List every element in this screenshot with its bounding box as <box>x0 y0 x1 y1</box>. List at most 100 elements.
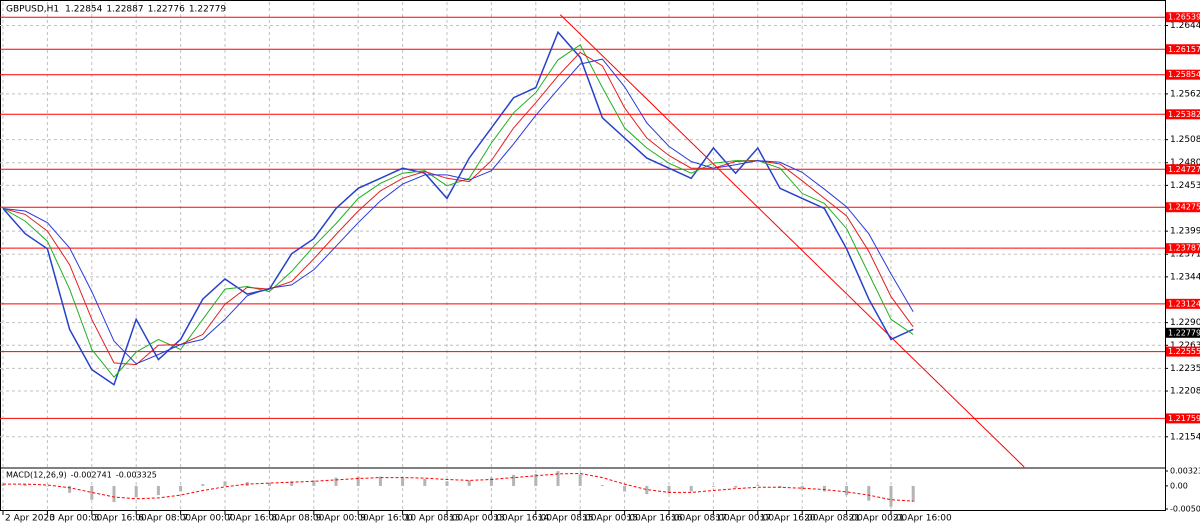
histogram-bar <box>223 481 227 486</box>
x-tick-label: 7 Apr 00:00 <box>183 514 236 524</box>
level-label: 1.24727 <box>1168 165 1200 174</box>
histogram-bar <box>1 483 5 486</box>
x-tick-label: 17 Apr 16:00 <box>760 514 819 524</box>
histogram-bar <box>600 484 604 486</box>
x-tick-label: 2 Apr 2020 <box>5 514 55 524</box>
indicator-value: -0.003325 <box>116 471 157 480</box>
signal-line <box>3 472 914 502</box>
indicator-title: MACD(12,26,9) <box>6 471 67 480</box>
level-label: 1.26157 <box>1168 45 1200 54</box>
frame <box>0 0 1166 511</box>
chart-title: GBPUSD,H1 <box>6 5 59 15</box>
histogram-bar <box>112 485 116 503</box>
histogram-bar <box>45 485 49 487</box>
histogram-bar <box>556 471 560 486</box>
level-label-box <box>1166 109 1200 120</box>
histogram-bar <box>445 481 449 486</box>
level-label: 1.21759 <box>1168 414 1200 423</box>
y-tick-label: 1.23715 <box>1170 250 1200 260</box>
y-tick-label: 0.003236 <box>1170 467 1200 476</box>
histogram-bar <box>423 478 427 486</box>
level-label: 1.26539 <box>1168 13 1200 22</box>
x-tick-label: 9 Apr 16:00 <box>360 514 413 524</box>
x-tick-label: 10 Apr 08:00 <box>405 514 464 524</box>
current-price-box <box>1166 327 1200 338</box>
y-tick-label: 1.23445 <box>1170 272 1200 282</box>
level-label: 1.24275 <box>1168 203 1200 212</box>
y-tick-label: 1.25625 <box>1170 89 1200 99</box>
x-tick-label: 14 Apr 08:00 <box>538 514 597 524</box>
histogram-bar <box>534 473 538 486</box>
ohlc-value: 1.22887 <box>106 5 143 15</box>
histogram-bar <box>645 485 649 495</box>
moving-average <box>2 44 914 378</box>
level-label: 1.23124 <box>1168 299 1200 308</box>
x-tick-label: 9 Apr 00:00 <box>316 514 369 524</box>
histogram-bar <box>90 485 94 500</box>
moving-average <box>2 58 914 365</box>
y-tick-label: 1.22630 <box>1170 341 1200 351</box>
x-tick-label: 20 Apr 08:00 <box>804 514 863 524</box>
ohlc-value: 1.22779 <box>189 5 226 15</box>
level-label-box <box>1166 346 1200 357</box>
histogram-bar <box>201 484 205 486</box>
x-tick-label: 15 Apr 16:00 <box>627 514 686 524</box>
histogram-bar <box>378 476 382 486</box>
histogram-bar <box>512 474 516 486</box>
level-label-box <box>1166 164 1200 175</box>
histogram-bar <box>401 477 405 486</box>
level-label-box <box>1166 69 1200 80</box>
y-tick-label: 1.25080 <box>1170 135 1200 145</box>
y-tick-label: 1.21540 <box>1170 432 1200 442</box>
level-label: 1.22555 <box>1168 347 1200 356</box>
histogram-bar <box>356 476 360 486</box>
histogram-bar <box>179 485 183 492</box>
x-tick-label: 15 Apr 00:00 <box>582 514 641 524</box>
histogram-bar <box>68 485 72 493</box>
level-label-box <box>1166 243 1200 254</box>
level-label: 1.25382 <box>1168 110 1200 119</box>
histogram-bar <box>156 485 160 496</box>
x-tick-label: 6 Apr 08:00 <box>138 514 191 524</box>
x-tick-label: 3 Apr 00:00 <box>49 514 102 524</box>
level-label-box <box>1166 298 1200 309</box>
histogram-bar <box>134 485 138 498</box>
histogram-bar <box>734 485 738 488</box>
x-tick-label: 13 Apr 00:00 <box>449 514 508 524</box>
histogram-bar <box>489 477 493 486</box>
ohlc-value: 1.22776 <box>148 5 185 15</box>
y-tick-label: 1.26440 <box>1170 21 1200 31</box>
price-line <box>2 30 914 386</box>
histogram-bar <box>467 480 471 486</box>
histogram-bar <box>711 485 715 487</box>
histogram-bar <box>623 485 627 492</box>
level-label: 1.25854 <box>1168 70 1200 79</box>
y-tick-label: 1.24805 <box>1170 158 1200 168</box>
ohlc-value: 1.22854 <box>65 5 102 15</box>
histogram-bar <box>822 485 826 492</box>
x-tick-label: 21 Apr 16:00 <box>893 514 952 524</box>
level-label-box <box>1166 202 1200 213</box>
x-tick-label: 3 Apr 16:00 <box>94 514 147 524</box>
histogram-bar <box>312 480 316 486</box>
histogram-bar <box>889 485 893 507</box>
histogram-bar <box>290 481 294 486</box>
y-tick-label: 1.22900 <box>1170 318 1200 328</box>
x-tick-label: 7 Apr 16:00 <box>227 514 280 524</box>
level-label-box <box>1166 44 1200 55</box>
histogram-bar <box>867 485 871 501</box>
x-tick-label: 17 Apr 00:00 <box>715 514 774 524</box>
histogram-bar <box>689 485 693 492</box>
trendline <box>559 14 1025 468</box>
histogram-bar <box>334 477 338 486</box>
histogram-bar <box>845 485 849 496</box>
y-tick-label: 0.00 <box>1170 481 1188 490</box>
histogram-bar <box>267 483 271 486</box>
histogram-bar <box>911 485 915 503</box>
current-price-label: 1.22779 <box>1168 328 1200 337</box>
level-label-box <box>1166 413 1200 424</box>
histogram-bar <box>667 485 671 494</box>
histogram-bar <box>578 474 582 486</box>
